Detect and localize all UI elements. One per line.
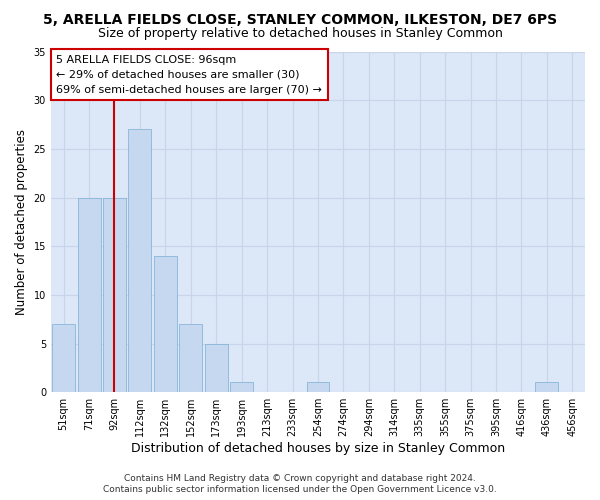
Bar [128,130,151,392]
Bar [230,382,253,392]
Bar [52,324,75,392]
Bar [205,344,227,392]
Text: 5 ARELLA FIELDS CLOSE: 96sqm
← 29% of detached houses are smaller (30)
69% of se: 5 ARELLA FIELDS CLOSE: 96sqm ← 29% of de… [56,55,322,94]
Y-axis label: Number of detached properties: Number of detached properties [15,129,28,315]
Bar [179,324,202,392]
Text: Size of property relative to detached houses in Stanley Common: Size of property relative to detached ho… [98,28,502,40]
X-axis label: Distribution of detached houses by size in Stanley Common: Distribution of detached houses by size … [131,442,505,455]
Bar [77,198,101,392]
Bar [307,382,329,392]
Bar [103,198,126,392]
Text: Contains HM Land Registry data © Crown copyright and database right 2024.
Contai: Contains HM Land Registry data © Crown c… [103,474,497,494]
Bar [535,382,558,392]
Text: 5, ARELLA FIELDS CLOSE, STANLEY COMMON, ILKESTON, DE7 6PS: 5, ARELLA FIELDS CLOSE, STANLEY COMMON, … [43,12,557,26]
Bar [154,256,177,392]
